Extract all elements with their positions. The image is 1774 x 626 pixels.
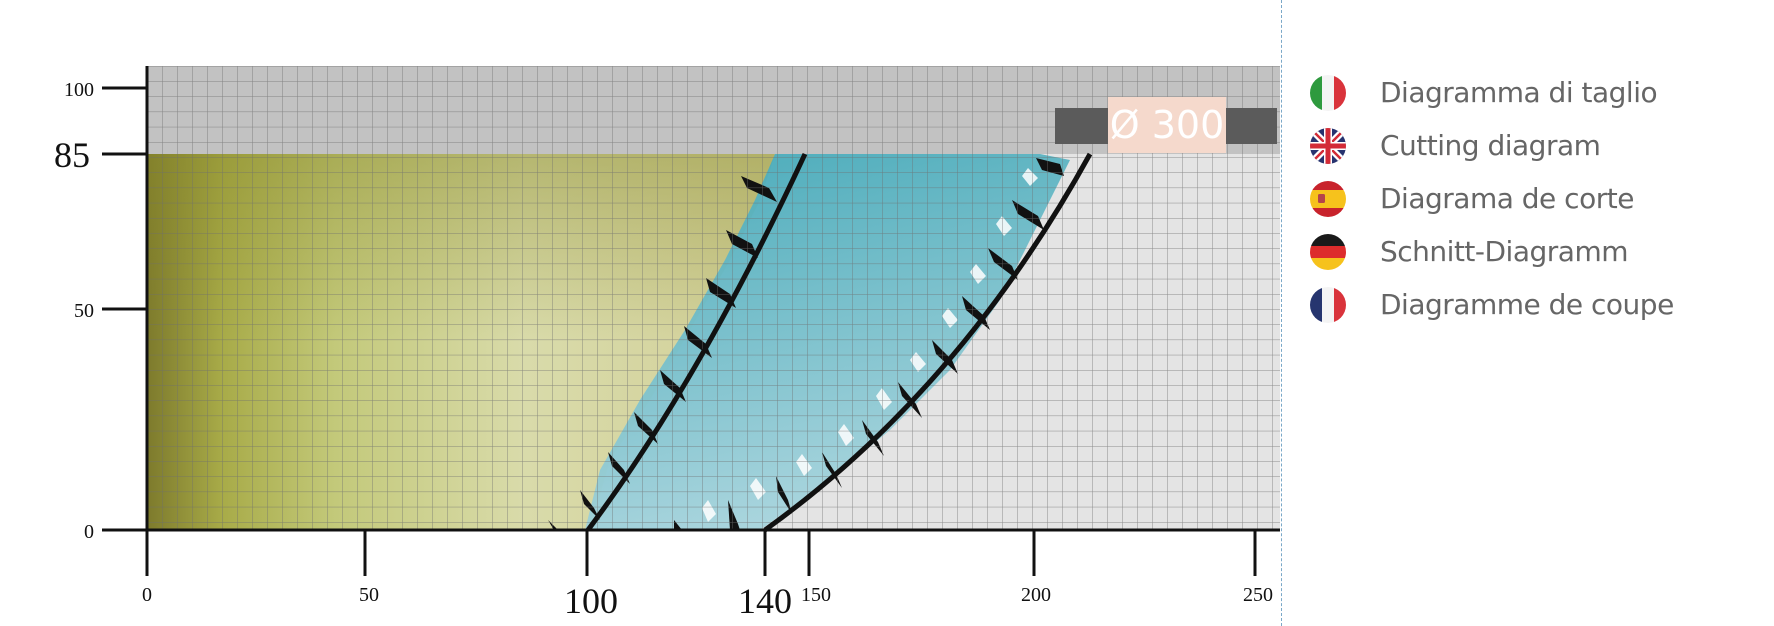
legend-label-french: Diagramme de coupe [1380,288,1674,321]
cutting-diagram: Ø 300 0 50 100 85 0 50 150 200 250 100 1… [54,66,1280,621]
spain-flag-icon [1310,180,1346,217]
y-tick-100: 100 [64,79,94,101]
legend-item-italian[interactable]: Diagramma di taglio [1310,66,1674,119]
blade-diameter-label: Ø 300 [1110,103,1225,147]
x-highlight-140: 140 [738,581,792,621]
y-highlight-85: 85 [54,135,90,175]
legend-item-spanish[interactable]: Diagrama de corte [1310,172,1674,225]
italy-flag-icon [1310,74,1346,111]
x-tick-0: 0 [142,584,152,606]
cut-line-exit [763,152,1093,533]
germany-flag-icon [1310,233,1346,270]
legend-item-german[interactable]: Schnitt-Diagramm [1310,225,1674,278]
panel-divider [1281,0,1282,626]
y-tick-0: 0 [84,521,94,543]
x-tick-200: 200 [1021,584,1051,606]
legend-label-english: Cutting diagram [1380,129,1601,162]
uk-flag-icon [1310,127,1346,164]
x-tick-250: 250 [1243,584,1273,606]
france-flag-icon [1310,286,1346,323]
x-tick-50: 50 [359,584,379,606]
y-tick-50: 50 [74,300,94,322]
legend-label-italian: Diagramma di taglio [1380,76,1658,109]
legend-label-spanish: Diagrama de corte [1380,182,1634,215]
legend-item-english[interactable]: Cutting diagram [1310,119,1674,172]
cut-line-entry [585,152,808,532]
legend-label-german: Schnitt-Diagramm [1380,235,1629,268]
legend-item-french[interactable]: Diagramme de coupe [1310,278,1674,331]
language-legend: Diagramma di taglio Cutting diagram Diag… [1310,66,1674,331]
blade-badge-bg [1108,97,1226,153]
x-tick-150: 150 [801,584,831,606]
x-highlight-100: 100 [564,581,618,621]
